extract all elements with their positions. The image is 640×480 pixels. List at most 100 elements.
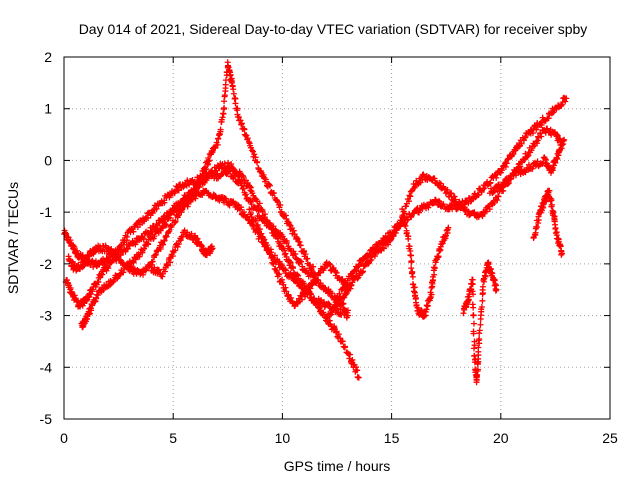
data-point	[71, 243, 78, 250]
data-point	[561, 136, 568, 143]
data-point	[130, 228, 137, 235]
data-point	[342, 343, 349, 350]
data-point	[493, 286, 500, 293]
data-point	[188, 230, 195, 237]
data-point	[282, 267, 289, 274]
data-point	[558, 251, 565, 258]
data-point	[298, 258, 305, 265]
data-point	[268, 253, 275, 260]
data-point	[302, 251, 309, 258]
data-point	[205, 158, 212, 165]
data-point	[307, 291, 314, 298]
data-point	[476, 335, 483, 342]
data-point	[244, 135, 251, 142]
data-points	[61, 59, 570, 386]
series-track-l	[530, 187, 565, 258]
data-point	[151, 233, 158, 240]
series-track-k	[486, 136, 568, 197]
data-point	[221, 160, 228, 167]
data-point	[474, 372, 481, 379]
data-point	[347, 351, 354, 358]
data-point	[270, 189, 277, 196]
x-axis-label: GPS time / hours	[284, 458, 391, 474]
data-point	[234, 105, 241, 112]
data-point	[470, 320, 477, 327]
data-point	[408, 257, 415, 264]
data-point	[165, 228, 172, 235]
data-point	[281, 247, 288, 254]
data-point	[153, 220, 160, 227]
data-point	[325, 300, 332, 307]
data-point	[445, 224, 452, 231]
data-point	[239, 185, 246, 192]
x-tick-label: 5	[169, 430, 177, 446]
data-point	[327, 310, 334, 317]
data-point	[144, 214, 151, 221]
data-point	[248, 201, 255, 208]
data-point	[355, 374, 362, 381]
data-point	[342, 308, 349, 315]
data-point	[413, 177, 420, 184]
data-point	[151, 264, 158, 271]
data-point	[262, 242, 269, 249]
data-point	[487, 179, 494, 186]
series-track-b	[62, 159, 362, 381]
data-point	[266, 181, 273, 188]
data-point	[225, 159, 232, 166]
data-point	[408, 265, 415, 272]
data-point	[262, 211, 269, 218]
data-point	[255, 203, 262, 210]
series-track-g	[322, 94, 570, 325]
data-point	[380, 245, 387, 252]
data-point	[405, 198, 412, 205]
data-point	[89, 288, 96, 295]
data-point	[430, 277, 437, 284]
data-point	[406, 192, 413, 199]
data-point	[282, 250, 289, 257]
data-point	[349, 356, 356, 363]
data-point	[328, 290, 335, 297]
data-point	[175, 212, 182, 219]
data-point	[371, 253, 378, 260]
data-point	[335, 331, 342, 338]
data-point	[174, 243, 181, 250]
data-point	[435, 197, 442, 204]
data-point	[428, 291, 435, 298]
data-point	[410, 288, 417, 295]
data-point	[274, 198, 281, 205]
data-point	[402, 222, 409, 229]
data-point	[554, 155, 561, 162]
data-point	[145, 241, 152, 248]
data-point	[221, 105, 228, 112]
data-point	[251, 151, 258, 158]
data-point	[149, 210, 156, 217]
data-point	[283, 239, 290, 246]
data-point	[470, 312, 477, 319]
data-point	[475, 344, 482, 351]
data-point	[86, 310, 93, 317]
data-point	[248, 214, 255, 221]
series-track-j	[460, 259, 500, 386]
data-point	[195, 183, 202, 190]
data-point	[409, 273, 416, 280]
data-point	[142, 267, 149, 274]
data-point	[503, 160, 510, 167]
data-point	[470, 291, 477, 298]
data-point	[277, 261, 284, 268]
data-point	[140, 271, 147, 278]
data-point	[298, 284, 305, 291]
data-point	[491, 200, 498, 207]
data-point	[230, 90, 237, 97]
data-point	[396, 223, 403, 230]
data-point	[479, 297, 486, 304]
data-point	[492, 281, 499, 288]
data-point	[271, 252, 278, 259]
data-point	[249, 147, 256, 154]
data-point	[546, 187, 553, 194]
data-point	[262, 176, 269, 183]
data-point	[537, 130, 544, 137]
data-point	[339, 338, 346, 345]
data-point	[324, 318, 331, 325]
series-track-d	[78, 59, 319, 331]
y-tick-label: -4	[40, 359, 53, 375]
